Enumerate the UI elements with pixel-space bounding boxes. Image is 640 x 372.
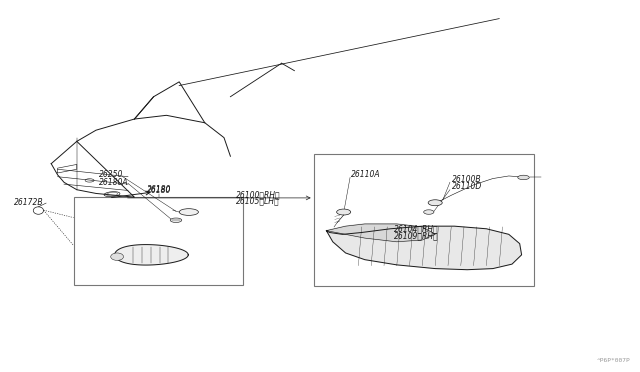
Polygon shape <box>326 224 435 242</box>
Text: 26180A: 26180A <box>99 177 129 186</box>
Text: 26180: 26180 <box>147 185 171 194</box>
Text: 26109〈RH〉: 26109〈RH〉 <box>394 231 439 240</box>
Ellipse shape <box>337 209 351 215</box>
Ellipse shape <box>170 218 182 222</box>
Text: 26105〈LH〉: 26105〈LH〉 <box>236 197 279 206</box>
Text: 26104〈RH〉: 26104〈RH〉 <box>394 224 439 233</box>
Text: 26110D: 26110D <box>452 182 482 191</box>
Text: 26172B: 26172B <box>14 198 44 207</box>
FancyBboxPatch shape <box>314 154 534 286</box>
Text: 26110A: 26110A <box>351 170 381 179</box>
Ellipse shape <box>424 210 434 214</box>
Text: 26180: 26180 <box>147 186 171 195</box>
Text: 26250: 26250 <box>99 170 124 179</box>
Circle shape <box>111 253 124 260</box>
Text: ^P6P*007P: ^P6P*007P <box>596 358 630 363</box>
Text: 26100〈RH〉: 26100〈RH〉 <box>236 190 280 199</box>
FancyBboxPatch shape <box>74 197 243 285</box>
Ellipse shape <box>179 209 198 215</box>
Ellipse shape <box>518 175 529 180</box>
Polygon shape <box>115 245 188 265</box>
Text: 26100B: 26100B <box>452 174 481 183</box>
Ellipse shape <box>428 200 442 206</box>
Polygon shape <box>326 226 522 270</box>
